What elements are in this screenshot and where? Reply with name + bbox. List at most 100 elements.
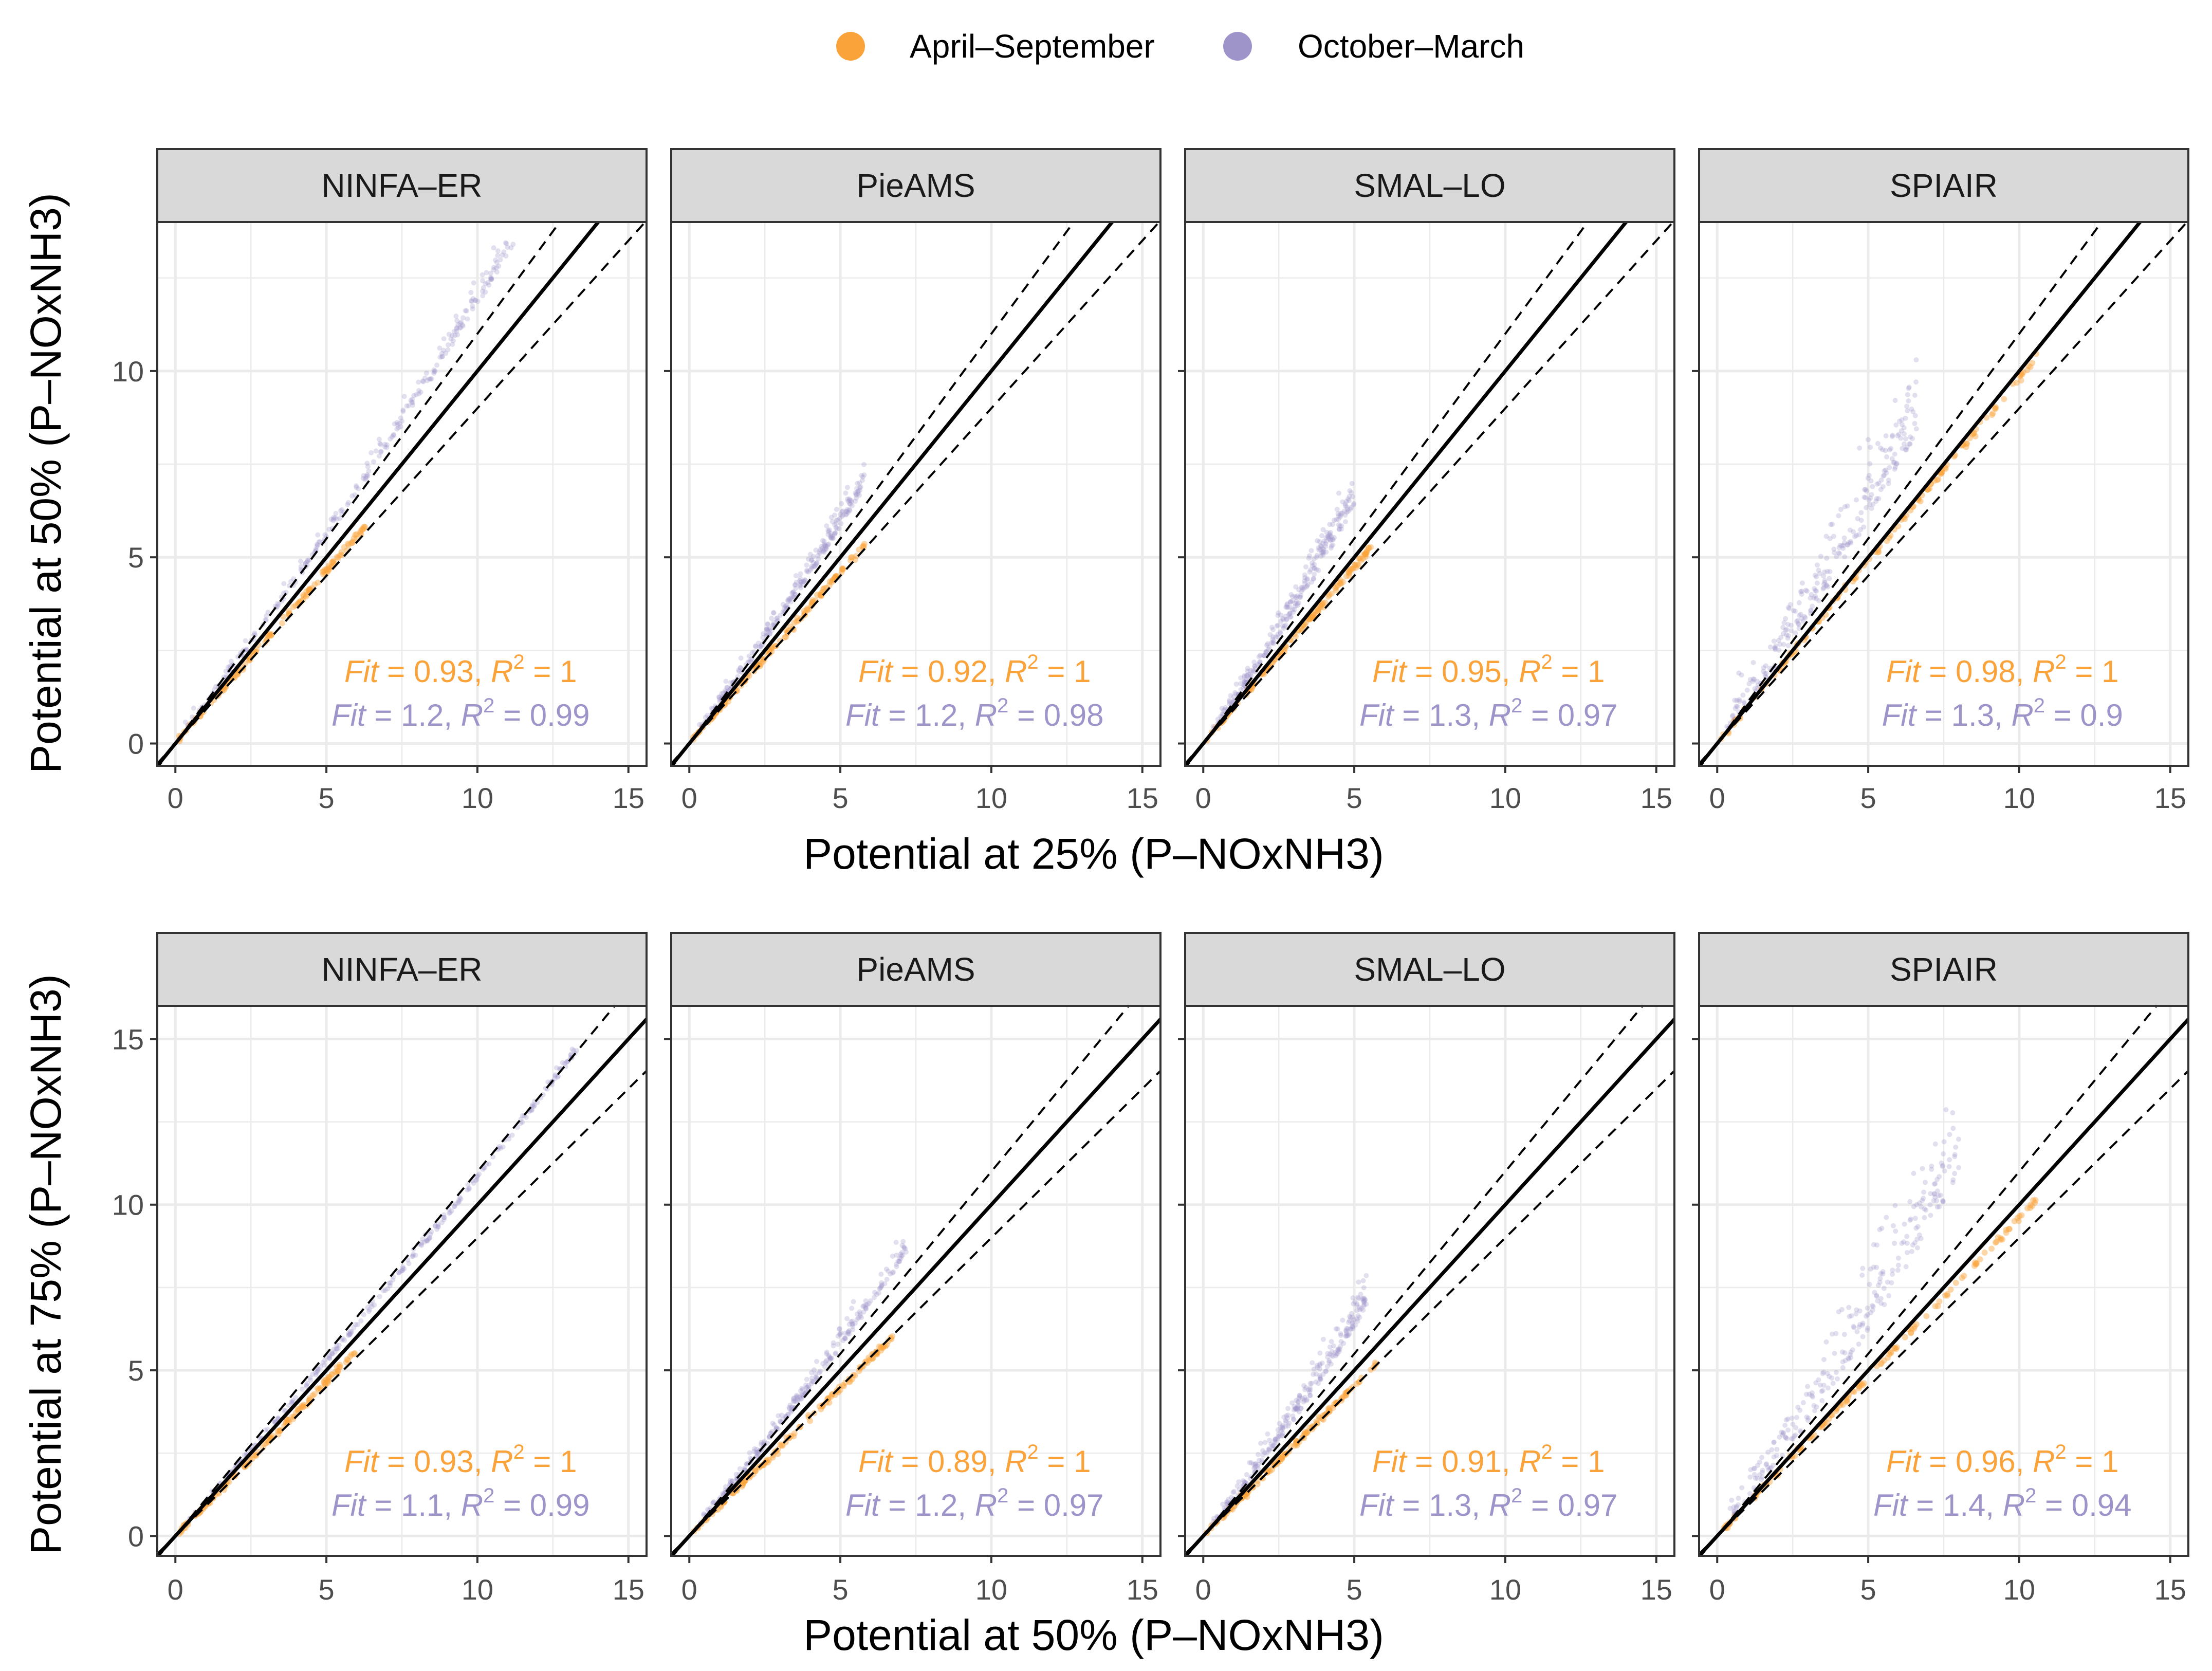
winter-point bbox=[1256, 1462, 1261, 1467]
winter-point bbox=[1317, 1376, 1323, 1382]
winter-point bbox=[310, 1371, 316, 1377]
winter-point bbox=[1929, 1166, 1934, 1172]
winter-point bbox=[1736, 670, 1742, 676]
winter-point bbox=[1296, 587, 1302, 593]
winter-point bbox=[434, 362, 440, 368]
winter-point bbox=[1307, 1385, 1313, 1391]
summer-point bbox=[1311, 612, 1317, 618]
winter-point bbox=[1336, 517, 1341, 522]
winter-point bbox=[484, 270, 489, 276]
winter-point bbox=[1920, 1166, 1925, 1171]
winter-point bbox=[1868, 495, 1873, 501]
winter-point bbox=[313, 1372, 319, 1378]
summer-point bbox=[324, 1378, 331, 1385]
winter-point bbox=[473, 1178, 478, 1183]
winter-point bbox=[705, 712, 710, 718]
strip-label-r0-p2: SMAL–LO bbox=[1354, 167, 1505, 204]
summer-point bbox=[794, 618, 800, 625]
summer-point bbox=[1315, 607, 1321, 613]
winter-point bbox=[833, 530, 838, 536]
winter-point bbox=[1922, 1215, 1927, 1220]
winter-point bbox=[1878, 1296, 1884, 1301]
annotation-winter-r1-p1: Fit = 1.2, R2 = 0.97 bbox=[845, 1484, 1104, 1522]
winter-point bbox=[827, 1356, 833, 1362]
winter-point bbox=[1294, 595, 1299, 600]
winter-point bbox=[1769, 1447, 1775, 1453]
winter-point bbox=[821, 543, 827, 548]
winter-point bbox=[353, 1321, 358, 1327]
winter-point bbox=[1313, 1379, 1319, 1385]
summer-point bbox=[2018, 377, 2024, 384]
winter-point bbox=[1737, 697, 1742, 703]
winter-point bbox=[1880, 447, 1886, 453]
winter-point bbox=[474, 1177, 480, 1182]
winter-point bbox=[793, 573, 799, 578]
winter-point bbox=[703, 714, 708, 720]
dashed-line-0.9 bbox=[1185, 222, 1674, 765]
winter-point bbox=[1903, 447, 1908, 452]
winter-point bbox=[1813, 1380, 1819, 1386]
winter-point bbox=[428, 376, 433, 382]
winter-point bbox=[1882, 472, 1887, 478]
winter-point bbox=[1807, 1391, 1812, 1397]
winter-point bbox=[483, 281, 488, 287]
winter-point bbox=[876, 1290, 881, 1296]
winter-point bbox=[1759, 1455, 1764, 1460]
winter-point bbox=[1242, 674, 1247, 680]
summer-point bbox=[1859, 1382, 1866, 1388]
winter-point bbox=[754, 1452, 760, 1457]
fit-label: Fit bbox=[344, 654, 380, 689]
winter-point bbox=[767, 631, 772, 636]
winter-point bbox=[1785, 643, 1791, 649]
winter-point bbox=[1302, 1394, 1307, 1400]
winter-point bbox=[1335, 1326, 1340, 1332]
summer-point bbox=[322, 1377, 328, 1384]
winter-point bbox=[1293, 1406, 1299, 1411]
winter-point bbox=[1321, 549, 1326, 555]
winter-point bbox=[845, 1329, 851, 1335]
summer-point bbox=[1340, 579, 1347, 585]
winter-point bbox=[313, 546, 319, 552]
winter-point bbox=[1906, 384, 1912, 390]
summer-point bbox=[1355, 562, 1362, 568]
winter-point bbox=[1950, 1177, 1956, 1183]
summer-point bbox=[311, 581, 318, 588]
winter-point bbox=[1833, 1331, 1839, 1336]
summer-point bbox=[1902, 1334, 1908, 1341]
fit-label: Fit bbox=[1359, 698, 1395, 732]
summer-point bbox=[1311, 612, 1318, 619]
winter-point bbox=[377, 1294, 382, 1299]
winter-point bbox=[337, 516, 343, 521]
winter-point bbox=[1226, 697, 1232, 703]
winter-point bbox=[1230, 1490, 1236, 1495]
identity-line bbox=[1185, 1016, 1674, 1556]
winter-point bbox=[1333, 1326, 1339, 1332]
annotation-summer-r0-p2: Fit = 0.95, R2 = 1 bbox=[1372, 651, 1605, 689]
winter-point bbox=[1950, 1180, 1956, 1185]
winter-point bbox=[1273, 634, 1279, 640]
winter-point bbox=[329, 1350, 335, 1356]
summer-point bbox=[1893, 1344, 1900, 1351]
winter-point bbox=[435, 1222, 441, 1227]
winter-point bbox=[828, 534, 834, 540]
summer-point bbox=[2015, 1218, 2022, 1224]
winter-point bbox=[335, 1346, 341, 1351]
winter-point bbox=[1318, 1376, 1323, 1382]
winter-point bbox=[322, 532, 328, 538]
summer-point bbox=[1368, 544, 1374, 550]
r2-label: R bbox=[1005, 654, 1027, 689]
summer-point bbox=[1977, 1256, 1983, 1263]
winter-point bbox=[1270, 641, 1276, 647]
winter-point bbox=[1300, 585, 1305, 591]
winter-point bbox=[464, 308, 469, 314]
summer-point bbox=[1910, 1326, 1917, 1332]
x-tick-label: 15 bbox=[2154, 782, 2186, 814]
winter-point bbox=[1262, 1440, 1268, 1445]
winter-point bbox=[1771, 1439, 1777, 1445]
winter-point bbox=[1851, 1324, 1856, 1329]
winter-point bbox=[794, 1394, 799, 1400]
winter-point bbox=[1940, 1199, 1946, 1205]
winter-point bbox=[1316, 567, 1321, 573]
summer-point bbox=[1347, 566, 1354, 573]
